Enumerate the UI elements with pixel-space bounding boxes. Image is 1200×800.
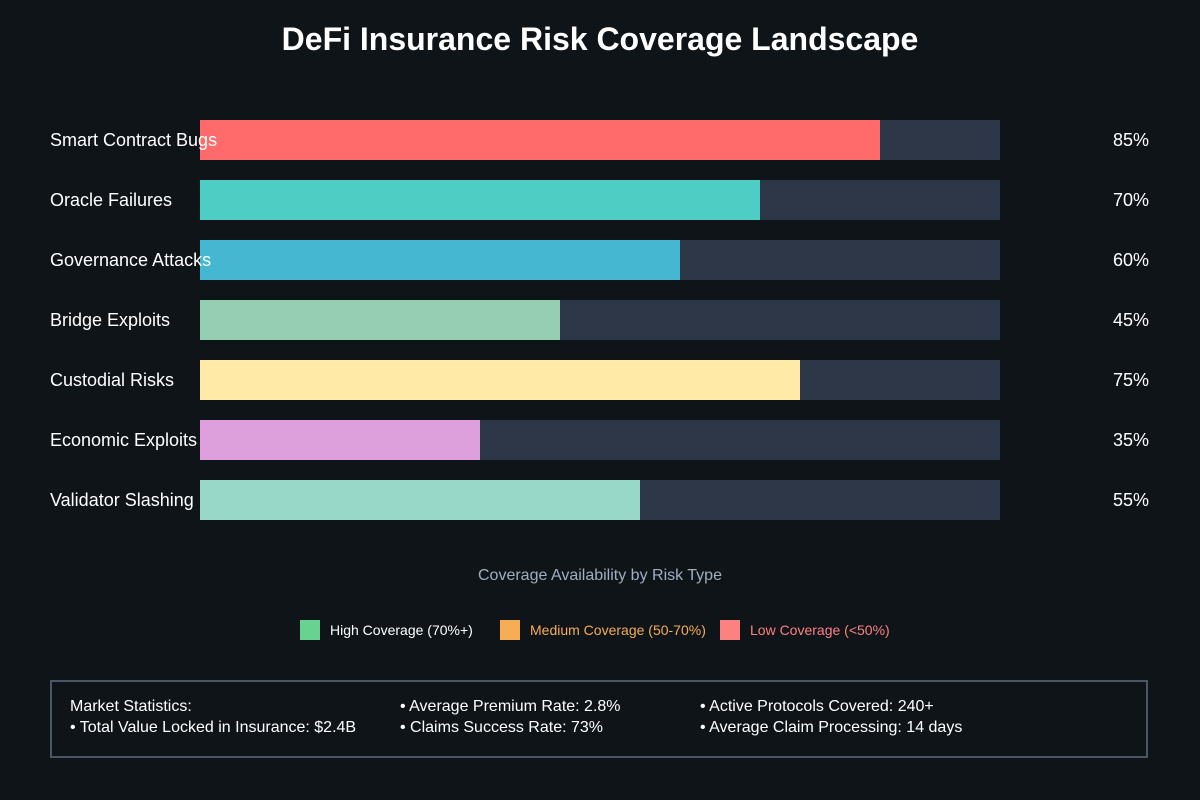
bar	[200, 240, 680, 280]
value-label: 70%	[1113, 190, 1149, 210]
stats-item-tvl: • Total Value Locked in Insurance: $2.4B	[70, 719, 357, 736]
value-label: 60%	[1113, 250, 1149, 270]
bars-group: Smart Contract Bugs 85% Oracle Failures 70%…	[50, 120, 1149, 520]
legend-label: High Coverage (70%+)	[330, 622, 473, 638]
stats-item-protocols: • Active Protocols Covered: 240+	[700, 698, 934, 715]
stats-item-claims-success: • Claims Success Rate: 73%	[400, 719, 604, 736]
chart-title: DeFi Insurance Risk Coverage Landscape	[282, 21, 919, 57]
stats-column-1: Market Statistics: • Total Value Locked …	[70, 696, 356, 738]
value-label: 55%	[1113, 490, 1149, 510]
legend-swatch	[500, 620, 520, 640]
chart: DeFi Insurance Risk Coverage Landscape S…	[50, 21, 1149, 640]
value-label: 85%	[1113, 130, 1149, 150]
bar	[200, 420, 480, 460]
legend: High Coverage (70%+) Medium Coverage (50-…	[300, 620, 890, 640]
value-label: 75%	[1113, 370, 1149, 390]
category-label: Oracle Failures	[50, 190, 172, 210]
category-label: Smart Contract Bugs	[50, 130, 217, 150]
stats-item-premium-rate: • Average Premium Rate: 2.8%	[400, 698, 621, 715]
x-axis-label: Coverage Availability by Risk Type	[478, 567, 722, 584]
bar	[200, 360, 800, 400]
category-label: Governance Attacks	[50, 250, 211, 270]
bar	[200, 480, 640, 520]
category-label: Validator Slashing	[50, 490, 194, 510]
legend-swatch	[300, 620, 320, 640]
stats-heading: Market Statistics:	[70, 698, 192, 715]
stats-column-2: • Average Premium Rate: 2.8% • Claims Su…	[400, 696, 621, 738]
stats-item-claim-processing: • Average Claim Processing: 14 days	[700, 719, 963, 736]
legend-label: Low Coverage (<50%)	[750, 622, 890, 638]
category-label: Economic Exploits	[50, 430, 197, 450]
bar	[200, 180, 760, 220]
legend-label: Medium Coverage (50-70%)	[530, 622, 706, 638]
market-statistics-box: Market Statistics: • Total Value Locked …	[50, 680, 1148, 758]
bar	[200, 120, 880, 160]
category-label: Bridge Exploits	[50, 310, 170, 330]
value-label: 35%	[1113, 430, 1149, 450]
stats-column-3: • Active Protocols Covered: 240+ • Avera…	[700, 696, 962, 738]
bar	[200, 300, 560, 340]
legend-swatch	[720, 620, 740, 640]
value-label: 45%	[1113, 310, 1149, 330]
category-label: Custodial Risks	[50, 370, 174, 390]
